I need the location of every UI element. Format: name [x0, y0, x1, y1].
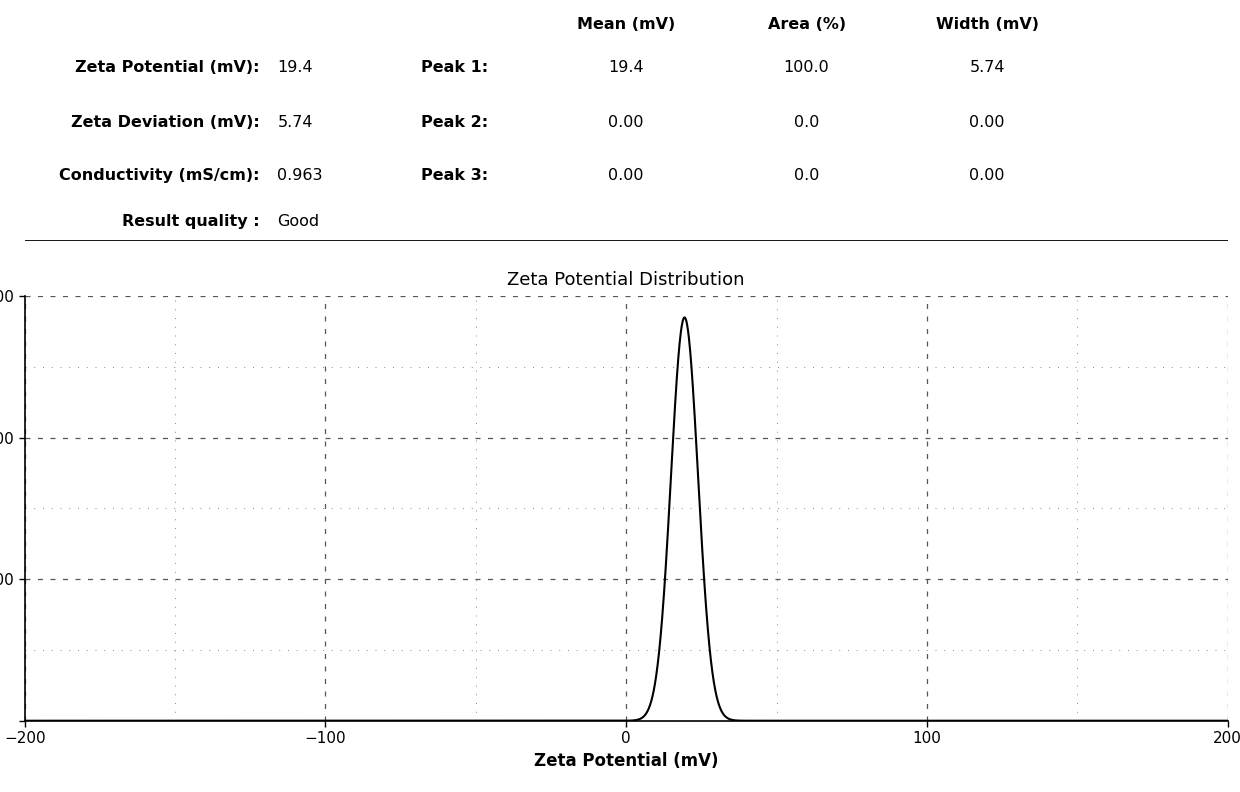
- Text: 0.00: 0.00: [609, 168, 644, 183]
- Text: 5.74: 5.74: [970, 60, 1004, 75]
- Text: Peak 3:: Peak 3:: [420, 168, 487, 183]
- Text: Mean (mV): Mean (mV): [577, 17, 676, 32]
- Title: Zeta Potential Distribution: Zeta Potential Distribution: [507, 271, 745, 289]
- Text: 0.963: 0.963: [278, 168, 322, 183]
- X-axis label: Zeta Potential (mV): Zeta Potential (mV): [534, 752, 718, 770]
- Text: 0.00: 0.00: [970, 115, 1004, 130]
- Text: 19.4: 19.4: [278, 60, 312, 75]
- Text: 19.4: 19.4: [609, 60, 644, 75]
- Text: Zeta Deviation (mV):: Zeta Deviation (mV):: [71, 115, 259, 130]
- Text: Zeta Potential (mV):: Zeta Potential (mV):: [74, 60, 259, 75]
- Text: Width (mV): Width (mV): [935, 17, 1039, 32]
- Text: Area (%): Area (%): [768, 17, 846, 32]
- Text: 0.0: 0.0: [794, 115, 820, 130]
- Text: 0.0: 0.0: [794, 168, 820, 183]
- Text: 5.74: 5.74: [278, 115, 312, 130]
- Text: 0.00: 0.00: [609, 115, 644, 130]
- Text: 100.0: 100.0: [784, 60, 830, 75]
- Text: Good: Good: [278, 214, 320, 229]
- Text: Peak 1:: Peak 1:: [420, 60, 487, 75]
- Text: Result quality :: Result quality :: [122, 214, 259, 229]
- Text: Conductivity (mS/cm):: Conductivity (mS/cm):: [58, 168, 259, 183]
- Text: 0.00: 0.00: [970, 168, 1004, 183]
- Text: Peak 2:: Peak 2:: [420, 115, 487, 130]
